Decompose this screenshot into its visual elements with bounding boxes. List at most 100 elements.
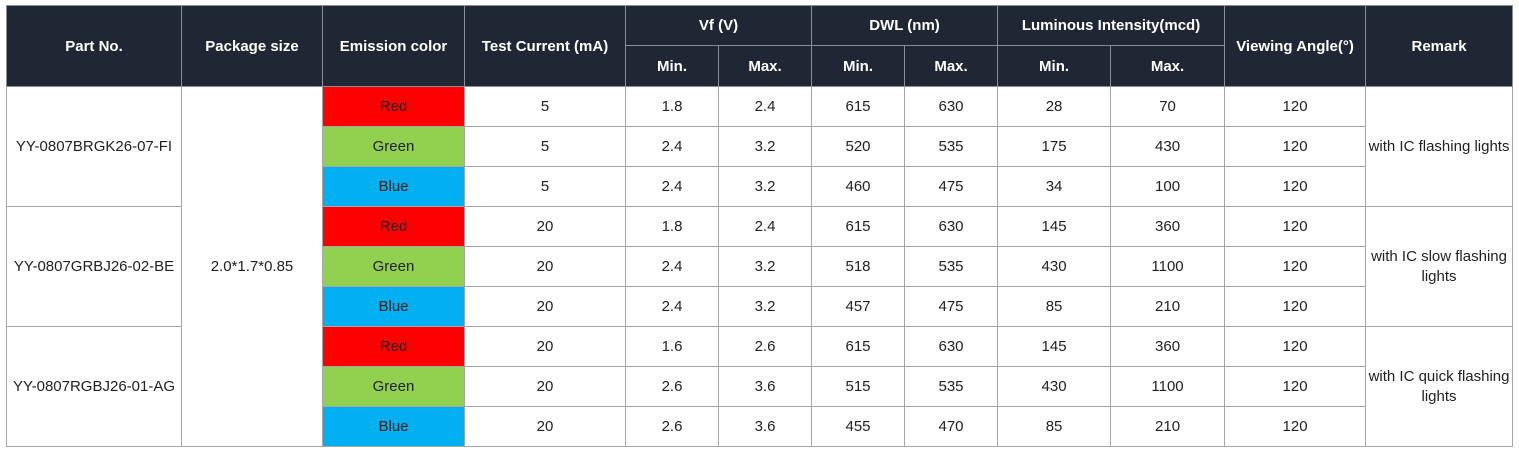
vf-min-cell: 2.4 [625, 286, 719, 327]
iv-min-cell: 430 [997, 246, 1112, 287]
vf-min-cell: 2.4 [625, 166, 719, 207]
dwl-min-cell: 520 [811, 126, 906, 167]
viewing-angle-cell: 120 [1224, 126, 1367, 167]
iv-max-cell: 210 [1110, 286, 1226, 327]
iv-min-cell: 34 [997, 166, 1112, 207]
emission-color-cell: Green [322, 126, 465, 167]
table-row: Blue 20 2.6 3.6 455 470 85 210 120 [7, 406, 1513, 447]
package-size-cell: 2.0*1.7*0.85 [181, 86, 323, 447]
remark-cell: with IC slow flashing lights [1365, 206, 1514, 327]
header-dwl-min: Min. [811, 45, 906, 87]
header-remark: Remark [1365, 5, 1514, 87]
vf-max-cell: 3.2 [717, 246, 813, 287]
iv-min-cell: 175 [997, 126, 1112, 167]
header-iv-min: Min. [997, 45, 1112, 87]
vf-min-cell: 2.6 [625, 366, 719, 407]
header-row-1: Part No. Package size Emission color Tes… [6, 5, 1514, 87]
remark-cell: with IC flashing lights [1365, 86, 1514, 207]
dwl-min-cell: 457 [811, 286, 906, 327]
vf-max-cell: 2.6 [717, 326, 813, 367]
viewing-angle-cell: 120 [1224, 166, 1367, 207]
dwl-max-cell: 535 [904, 126, 999, 167]
iv-max-cell: 1100 [1110, 366, 1226, 407]
test-current-cell: 5 [464, 126, 626, 167]
header-row-2: Min. Max. Min. Max. Min. Max. [7, 45, 1513, 87]
dwl-min-cell: 615 [811, 206, 906, 247]
viewing-angle-cell: 120 [1224, 286, 1367, 327]
dwl-min-cell: 460 [811, 166, 906, 207]
part-number-cell: YY-0807BRGK26-07-FI [6, 86, 182, 207]
viewing-angle-cell: 120 [1224, 366, 1367, 407]
dwl-min-cell: 455 [811, 406, 906, 447]
remark-cell: with IC quick flashing lights [1365, 326, 1514, 447]
emission-color-cell: Red [322, 86, 465, 127]
spec-table: Part No. Package size Emission color Tes… [6, 5, 1514, 447]
vf-min-cell: 2.4 [625, 126, 719, 167]
test-current-cell: 5 [464, 86, 626, 127]
emission-color-cell: Blue [322, 286, 465, 327]
test-current-cell: 20 [464, 286, 626, 327]
emission-color-cell: Blue [322, 166, 465, 207]
dwl-min-cell: 515 [811, 366, 906, 407]
dwl-min-cell: 615 [811, 86, 906, 127]
iv-max-cell: 100 [1110, 166, 1226, 207]
dwl-min-cell: 615 [811, 326, 906, 367]
header-emission-color: Emission color [322, 5, 465, 87]
vf-max-cell: 2.4 [717, 206, 813, 247]
header-dwl: DWL (nm) [811, 5, 999, 46]
header-luminous-intensity: Luminous Intensity(mcd) [997, 5, 1226, 46]
iv-max-cell: 430 [1110, 126, 1226, 167]
vf-max-cell: 3.6 [717, 406, 813, 447]
iv-max-cell: 210 [1110, 406, 1226, 447]
header-vf: Vf (V) [624, 5, 813, 46]
vf-min-cell: 1.8 [625, 86, 719, 127]
vf-max-cell: 3.2 [717, 166, 813, 207]
vf-min-cell: 1.6 [625, 326, 719, 367]
dwl-max-cell: 475 [904, 286, 999, 327]
iv-max-cell: 360 [1110, 326, 1226, 367]
dwl-max-cell: 630 [904, 86, 999, 127]
test-current-cell: 20 [464, 206, 626, 247]
viewing-angle-cell: 120 [1224, 246, 1367, 287]
header-viewing-angle: Viewing Angle(°) [1224, 5, 1367, 87]
header-package-size: Package size [181, 5, 323, 87]
iv-min-cell: 145 [997, 326, 1112, 367]
iv-min-cell: 430 [997, 366, 1112, 407]
dwl-max-cell: 535 [904, 246, 999, 287]
viewing-angle-cell: 120 [1224, 86, 1367, 127]
table-row: Green 20 2.4 3.2 518 535 430 1100 120 [7, 246, 1513, 287]
vf-max-cell: 2.4 [717, 86, 813, 127]
viewing-angle-cell: 120 [1224, 326, 1367, 367]
dwl-min-cell: 518 [811, 246, 906, 287]
iv-min-cell: 85 [997, 406, 1112, 447]
iv-max-cell: 360 [1110, 206, 1226, 247]
vf-max-cell: 3.2 [717, 286, 813, 327]
emission-color-cell: Green [322, 366, 465, 407]
test-current-cell: 20 [464, 406, 626, 447]
header-vf-min: Min. [625, 45, 719, 87]
iv-min-cell: 85 [997, 286, 1112, 327]
iv-max-cell: 1100 [1110, 246, 1226, 287]
part-number-cell: YY-0807RGBJ26-01-AG [6, 326, 182, 447]
emission-color-cell: Red [322, 206, 465, 247]
iv-min-cell: 28 [997, 86, 1112, 127]
iv-min-cell: 145 [997, 206, 1112, 247]
header-part-no: Part No. [6, 5, 182, 87]
dwl-max-cell: 630 [904, 326, 999, 367]
iv-max-cell: 70 [1110, 86, 1226, 127]
emission-color-cell: Blue [322, 406, 465, 447]
table-header: Part No. Package size Emission color Tes… [6, 5, 1514, 87]
dwl-max-cell: 535 [904, 366, 999, 407]
emission-color-cell: Green [322, 246, 465, 287]
vf-min-cell: 1.8 [625, 206, 719, 247]
test-current-cell: 20 [464, 366, 626, 407]
test-current-cell: 20 [464, 326, 626, 367]
table-row: Blue 5 2.4 3.2 460 475 34 100 120 [7, 166, 1513, 207]
vf-min-cell: 2.6 [625, 406, 719, 447]
table-row: YY-0807BRGK26-07-FI 2.0*1.7*0.85 Red 5 1.8 2.… [6, 86, 1514, 447]
test-current-cell: 20 [464, 246, 626, 287]
viewing-angle-cell: 120 [1224, 206, 1367, 247]
dwl-max-cell: 475 [904, 166, 999, 207]
header-test-current: Test Current (mA) [464, 5, 626, 87]
header-dwl-max: Max. [904, 45, 999, 87]
